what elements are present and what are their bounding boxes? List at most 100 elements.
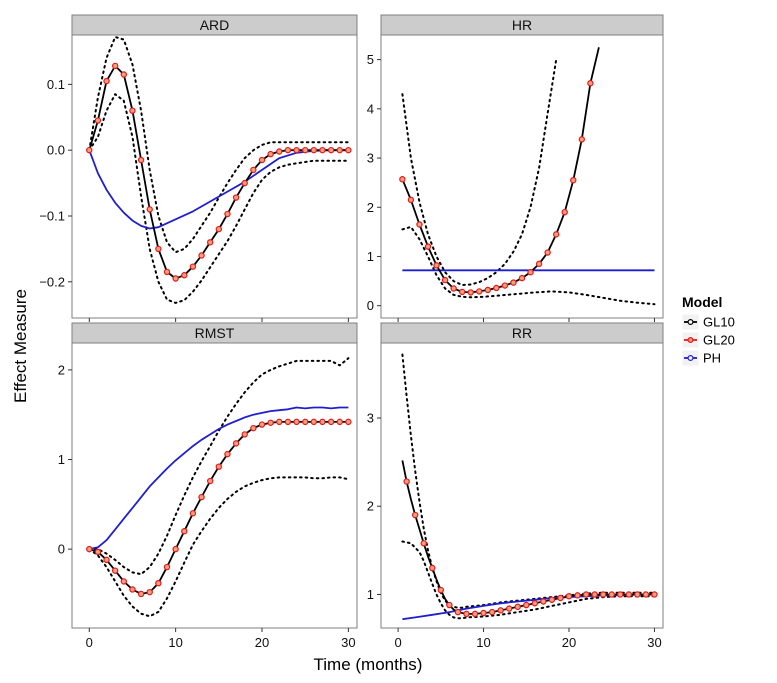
series-gl20-point	[327, 418, 335, 426]
legend-item-gl20: GL20	[681, 331, 735, 349]
series-gl20-point	[267, 150, 274, 158]
series-gl20-point	[608, 591, 615, 598]
panel-title: HR	[512, 17, 532, 33]
series-gl20-point	[137, 156, 145, 164]
series-gl20-point	[336, 146, 343, 154]
series-gl20-point	[224, 210, 231, 218]
series-upper-line	[401, 353, 656, 609]
series-gl20-point	[458, 288, 466, 296]
series-upper-line	[88, 36, 350, 254]
series-gl20-point	[293, 146, 300, 154]
series-gl20-point	[484, 286, 492, 294]
series-gl20-point	[557, 594, 564, 602]
x-tick-label: 0	[394, 635, 401, 650]
series-gl20-point	[561, 208, 568, 216]
series-gl20-point	[625, 591, 633, 598]
y-tick-label: −0.1	[39, 208, 65, 223]
y-tick-label: 5	[367, 52, 374, 67]
plot-area	[71, 34, 358, 319]
series-gl20-point	[155, 245, 162, 253]
series-gl20-point	[198, 252, 205, 259]
y-tick-label: 1	[367, 249, 374, 264]
series-gl20-point	[420, 540, 427, 547]
legend-key-marker	[687, 319, 694, 326]
series-gl20-point	[433, 262, 440, 269]
series-gl20-point	[146, 588, 153, 596]
series-gl20-point	[258, 156, 266, 164]
series-gl20-point	[181, 528, 188, 535]
series-lower-line	[88, 476, 350, 618]
plot-area	[71, 342, 358, 629]
series-gl20-point	[206, 477, 214, 485]
x-tick-label: 20	[255, 635, 269, 650]
series-gl20-point	[86, 146, 93, 154]
series-gl20-point	[241, 431, 248, 438]
legend-label: GL10	[703, 315, 735, 330]
series-gl20-point	[232, 194, 240, 201]
legend-key-marker	[687, 337, 694, 344]
series-gl20-point	[454, 608, 462, 616]
series-group	[86, 357, 352, 618]
y-tick-label: 2	[367, 499, 374, 514]
series-gl20-point	[552, 231, 560, 238]
series-gl20-point	[146, 206, 153, 213]
series-gl20-point	[241, 179, 248, 187]
series-gl20-point	[407, 196, 415, 204]
y-tick-label: 0	[367, 298, 374, 313]
panel-hr: HR0123450102030	[367, 14, 664, 340]
series-ph-line	[89, 406, 349, 550]
legend: Model GL10 GL20 PH	[681, 294, 735, 367]
series-gl20-point	[416, 221, 423, 228]
series-gl20-point	[488, 608, 496, 616]
series-gl20-point	[345, 418, 352, 426]
series-gl20-point	[599, 591, 607, 598]
series-gl20-point	[137, 590, 145, 598]
series-gl20-point	[250, 424, 257, 432]
series-gl20-point	[94, 548, 102, 556]
series-gl20-point	[206, 239, 214, 246]
series-gl20-point	[411, 511, 419, 519]
series-gl20-point	[319, 418, 326, 426]
y-tick-label: 2	[367, 200, 374, 215]
y-tick-label: −0.2	[39, 274, 65, 289]
series-gl20-point	[587, 80, 594, 87]
series-gl20-point	[523, 601, 530, 609]
series-gl20-point	[570, 176, 577, 184]
series-gl20-point	[215, 225, 223, 233]
series-group	[86, 36, 352, 304]
series-gl20-point	[518, 274, 526, 282]
series-gl20-point	[531, 600, 539, 607]
series-gl20-point	[86, 545, 93, 553]
series-gl20-point	[301, 418, 309, 426]
series-gl20-point	[540, 598, 547, 605]
series-gl20-point	[310, 418, 318, 426]
y-tick-label: 0	[58, 542, 65, 557]
series-gl20-point	[471, 610, 479, 618]
series-gl20-point	[189, 510, 197, 517]
series-gl10-line	[401, 47, 600, 294]
series-gl20-point	[399, 176, 406, 183]
series-gl20-point	[111, 62, 119, 70]
legend-key-marker	[687, 355, 694, 362]
series-gl20-point	[480, 609, 487, 617]
series-lower-line	[401, 540, 656, 620]
series-gl20-point	[582, 591, 590, 598]
series-gl20-point	[327, 146, 335, 154]
series-upper-line	[88, 357, 350, 576]
legend-label: PH	[703, 351, 721, 366]
series-gl20-point	[336, 418, 343, 426]
y-tick-label: 1	[58, 452, 65, 467]
series-gl20-point	[267, 419, 274, 426]
plot-area	[380, 342, 664, 629]
series-gl20-point	[535, 260, 543, 268]
series-gl20-point	[574, 592, 581, 599]
series-gl20-point	[276, 418, 283, 426]
series-gl20-point	[94, 117, 102, 124]
x-tick-label: 30	[341, 635, 355, 650]
panel-ard: ARD−0.2−0.10.00.10102030	[39, 14, 358, 340]
series-gl20-point	[510, 279, 517, 286]
panels: ARD−0.2−0.10.00.10102030HR0123450102030R…	[39, 14, 664, 650]
